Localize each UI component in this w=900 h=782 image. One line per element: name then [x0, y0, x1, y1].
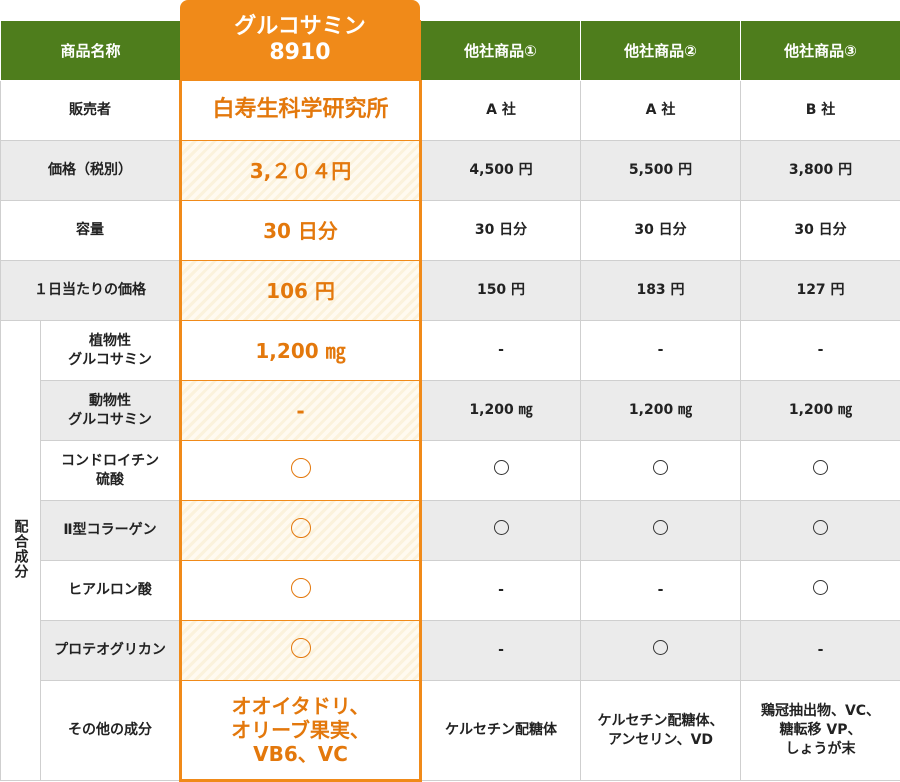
- featured-cell: 106 円: [181, 261, 421, 321]
- row-label: Ⅱ型コラーゲン: [41, 501, 181, 561]
- featured-product-header: グルコサミン 8910: [180, 0, 420, 80]
- competitor-1-cell: -: [421, 321, 581, 381]
- featured-cell: [181, 501, 421, 561]
- competitor-3-cell: 127 円: [741, 261, 900, 321]
- featured-cell: [181, 561, 421, 621]
- competitor-3-cell: [741, 561, 900, 621]
- competitor-1-cell: 4,500 円: [421, 141, 581, 201]
- row-label: １日当たりの価格: [1, 261, 181, 321]
- circle-mark-icon: [291, 458, 311, 478]
- competitor-2-cell: -: [581, 321, 741, 381]
- competitor-2-cell: 5,500 円: [581, 141, 741, 201]
- featured-name-line1: グルコサミン: [234, 14, 366, 40]
- circle-mark-icon: [813, 460, 828, 475]
- header-competitor-1: 他社商品①: [421, 21, 581, 81]
- competitor-1-cell: -: [421, 621, 581, 681]
- category-label: 配合成分: [11, 519, 31, 579]
- circle-mark-icon: [494, 520, 509, 535]
- circle-mark-icon: [813, 580, 828, 595]
- table-row: プロテオグリカン - -: [1, 621, 900, 681]
- category-label-cell: 配合成分: [1, 321, 41, 781]
- competitor-2-cell: ケルセチン配糖体、 アンセリン、VD: [581, 681, 741, 781]
- competitor-1-cell: 150 円: [421, 261, 581, 321]
- circle-mark-icon: [291, 638, 311, 658]
- competitor-1-cell: -: [421, 561, 581, 621]
- featured-cell: 白寿生科学研究所: [181, 81, 421, 141]
- circle-mark-icon: [291, 518, 311, 538]
- competitor-3-cell: [741, 441, 900, 501]
- competitor-1-cell: A 社: [421, 81, 581, 141]
- row-label: 植物性 グルコサミン: [41, 321, 181, 381]
- circle-mark-icon: [291, 578, 311, 598]
- table-row: ヒアルロン酸 --: [1, 561, 900, 621]
- row-label: コンドロイチン 硫酸: [41, 441, 181, 501]
- competitor-3-cell: -: [741, 621, 900, 681]
- header-row: 商品名称 他社商品① 他社商品② 他社商品③: [1, 21, 900, 81]
- featured-cell: 1,200 ㎎: [181, 321, 421, 381]
- circle-mark-icon: [653, 460, 668, 475]
- circle-mark-icon: [494, 460, 509, 475]
- featured-cell: [181, 621, 421, 681]
- competitor-3-cell: B 社: [741, 81, 900, 141]
- competitor-1-cell: ケルセチン配糖体: [421, 681, 581, 781]
- circle-mark-icon: [813, 520, 828, 535]
- competitor-1-cell: [421, 441, 581, 501]
- competitor-1-cell: 30 日分: [421, 201, 581, 261]
- competitor-2-cell: 183 円: [581, 261, 741, 321]
- competitor-3-cell: 鶏冠抽出物、VC、 糖転移 VP、 しょうが末: [741, 681, 900, 781]
- competitor-2-cell: A 社: [581, 81, 741, 141]
- competitor-2-cell: 30 日分: [581, 201, 741, 261]
- row-label: プロテオグリカン: [41, 621, 181, 681]
- featured-cell: 3,２０４円: [181, 141, 421, 201]
- header-competitor-3: 他社商品③: [741, 21, 900, 81]
- competitor-1-cell: [421, 501, 581, 561]
- table-row: Ⅱ型コラーゲン: [1, 501, 900, 561]
- row-label: ヒアルロン酸: [41, 561, 181, 621]
- competitor-2-cell: [581, 621, 741, 681]
- competitor-2-cell: 1,200 ㎎: [581, 381, 741, 441]
- competitor-3-cell: -: [741, 321, 900, 381]
- featured-cell: 30 日分: [181, 201, 421, 261]
- circle-mark-icon: [653, 640, 668, 655]
- competitor-3-cell: 1,200 ㎎: [741, 381, 900, 441]
- table-row: コンドロイチン 硫酸: [1, 441, 900, 501]
- competitor-3-cell: 3,800 円: [741, 141, 900, 201]
- competitor-2-cell: [581, 501, 741, 561]
- featured-cell: -: [181, 381, 421, 441]
- featured-cell: オオイタドリ、 オリーブ果実、 VB6、VC: [181, 681, 421, 781]
- row-label: 容量: [1, 201, 181, 261]
- circle-mark-icon: [653, 520, 668, 535]
- header-competitor-2: 他社商品②: [581, 21, 741, 81]
- competitor-3-cell: [741, 501, 900, 561]
- competitor-2-cell: [581, 441, 741, 501]
- competitor-2-cell: -: [581, 561, 741, 621]
- competitor-1-cell: 1,200 ㎎: [421, 381, 581, 441]
- competitor-3-cell: 30 日分: [741, 201, 900, 261]
- row-label: 価格（税別）: [1, 141, 181, 201]
- row-label: その他の成分: [41, 681, 181, 781]
- row-label: 動物性 グルコサミン: [41, 381, 181, 441]
- header-label: 商品名称: [1, 21, 181, 81]
- featured-name-line2: 8910: [269, 40, 330, 66]
- row-label: 販売者: [1, 81, 181, 141]
- featured-cell: [181, 441, 421, 501]
